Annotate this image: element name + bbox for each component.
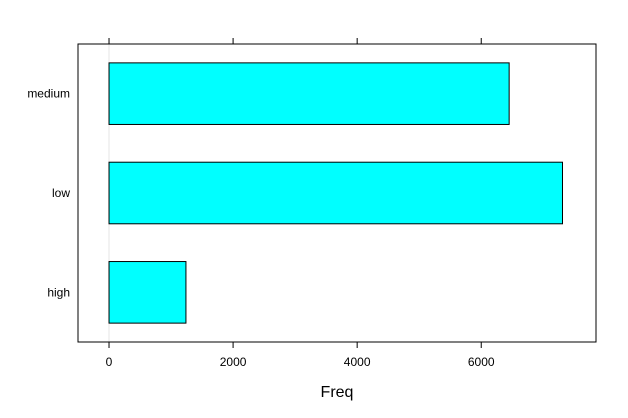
x-axis-bottom: 0 2000 4000 6000	[106, 342, 495, 369]
bar-low	[108, 161, 564, 225]
y-tick-label-low: low	[52, 186, 70, 200]
x-tick-label-2000: 2000	[220, 355, 247, 369]
bar-medium	[108, 62, 510, 125]
y-tick-label-high: high	[47, 285, 70, 299]
x-axis-top	[108, 38, 482, 44]
bar-high	[108, 261, 187, 324]
x-axis-title: Freq	[321, 384, 354, 401]
x-tick-label-4000: 4000	[344, 355, 371, 369]
bars-layer	[108, 62, 564, 324]
plot-frame	[77, 43, 597, 343]
y-axis: medium low high	[27, 87, 70, 300]
x-tick-label-0: 0	[106, 355, 113, 369]
x-tick-label-6000: 6000	[468, 355, 495, 369]
y-tick-label-medium: medium	[27, 87, 70, 101]
